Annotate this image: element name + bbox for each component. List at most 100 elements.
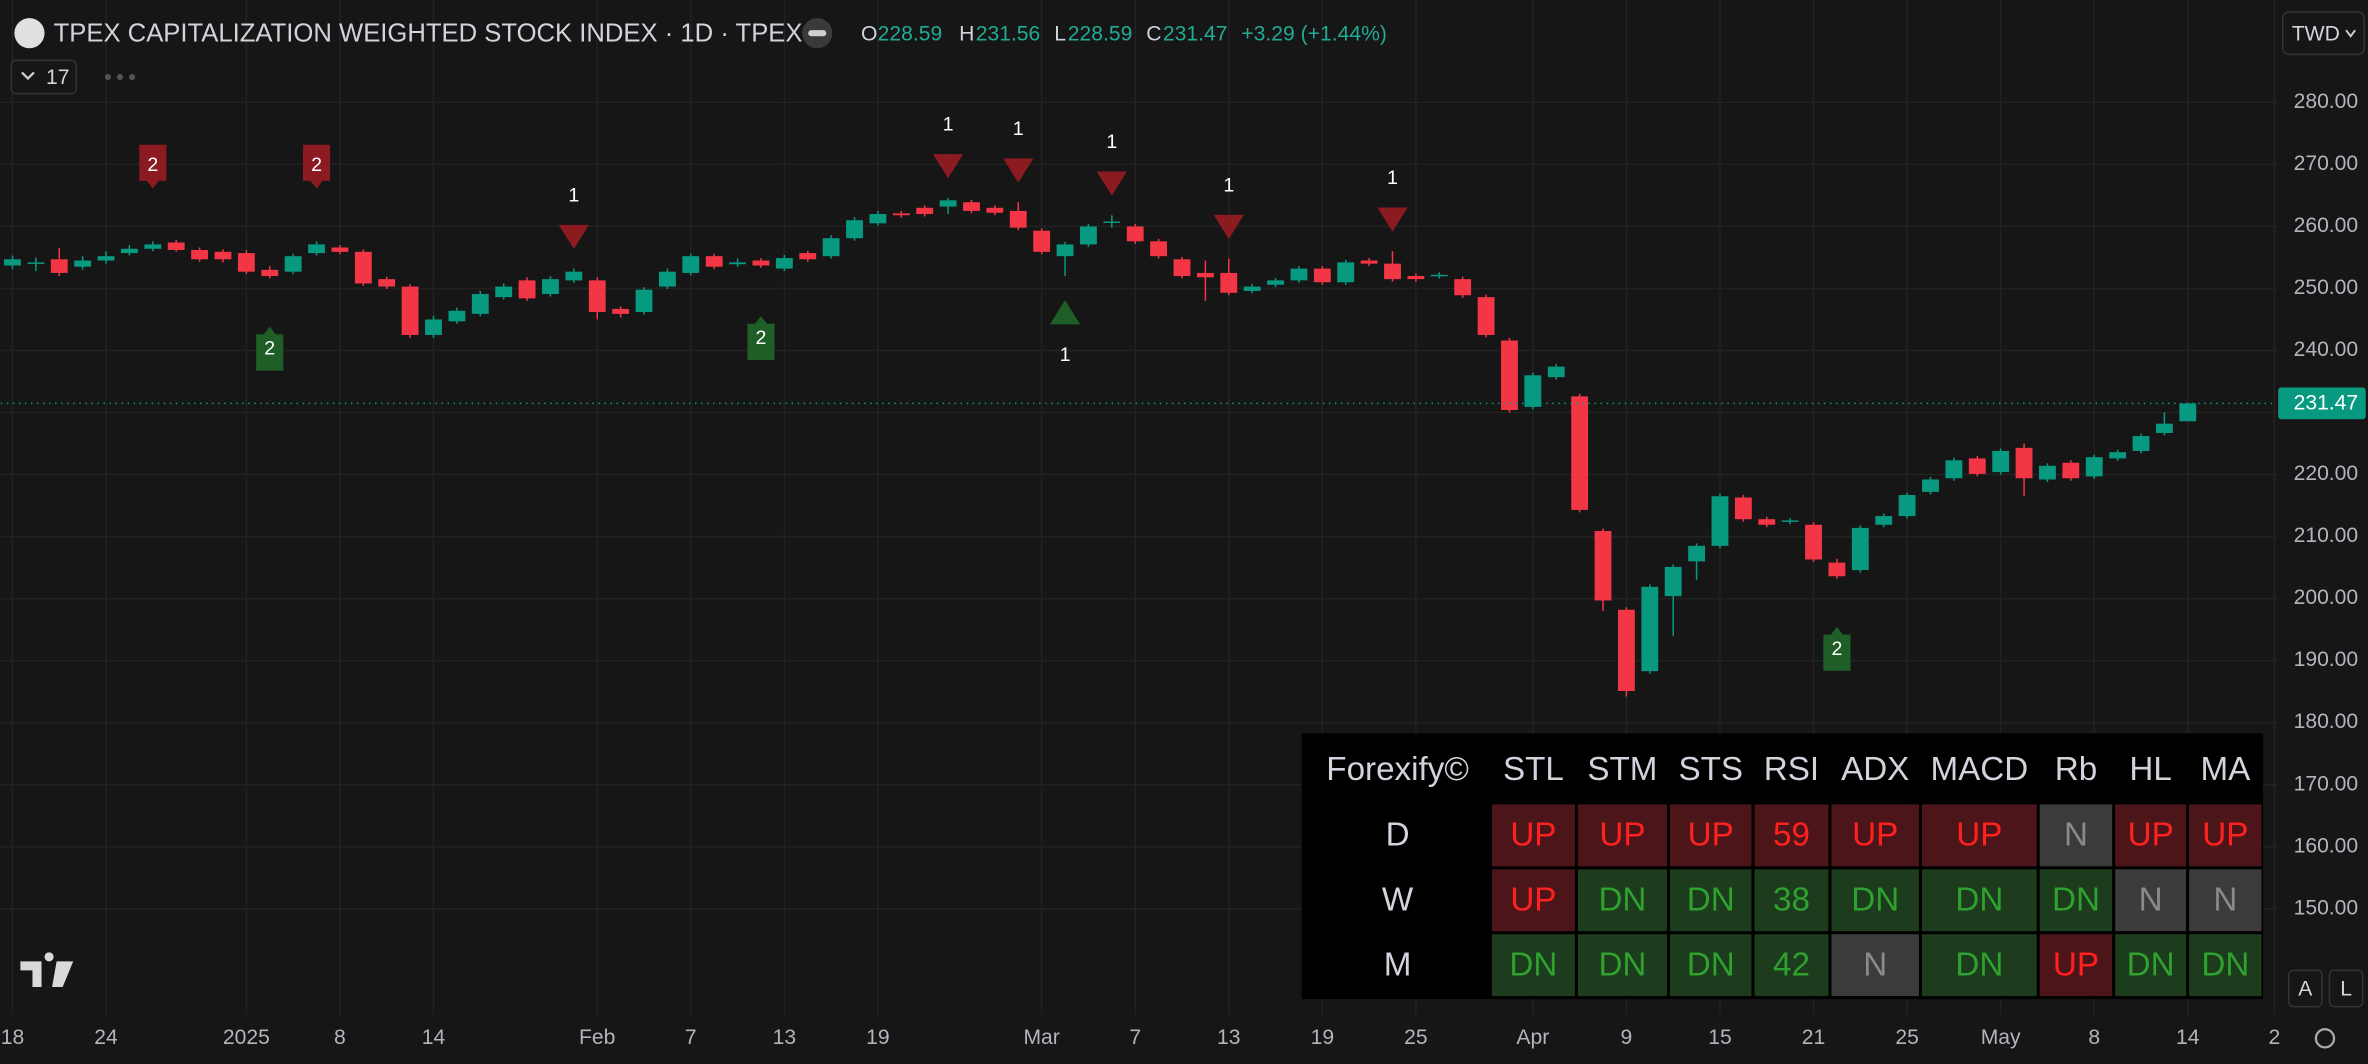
table-cell — [1669, 869, 1752, 932]
candle-body — [284, 256, 302, 272]
x-tick-label: 9 — [1621, 1026, 1633, 1049]
x-tick-label: 25 — [1895, 1026, 1918, 1049]
x-tick-label: 24 — [94, 1026, 118, 1049]
candle-body — [635, 289, 653, 313]
ohlc-value: 228.59 — [878, 22, 943, 45]
y-tick-label: 180.00 — [2294, 710, 2359, 733]
log-button[interactable] — [2328, 969, 2364, 1008]
cell-text: 42 — [1773, 946, 1810, 983]
cell-text: DN — [1851, 882, 1899, 919]
candle-body — [1594, 530, 1612, 601]
candle-body — [1688, 545, 1706, 562]
candle-body — [74, 260, 92, 267]
candle-body — [1150, 241, 1168, 257]
candle-body — [1851, 527, 1869, 571]
candle-body — [1290, 268, 1308, 281]
cell-text: DN — [2127, 946, 2175, 983]
candle-body — [2085, 457, 2103, 477]
indicator-table: Forexify© STL STM STS RSI ADX MACD Rb HL MA D UP UP U… — [1301, 733, 2264, 1000]
candle-body — [1430, 274, 1448, 277]
candle-body — [1243, 286, 1261, 291]
candle-body — [1968, 458, 1986, 474]
candle-body — [752, 260, 770, 266]
candle-body — [448, 310, 466, 322]
candle-body — [542, 279, 559, 295]
candle-body — [1313, 268, 1331, 283]
x-tick-label: 14 — [422, 1026, 446, 1049]
candle-body — [2109, 452, 2127, 459]
collapse-icon — [808, 30, 827, 37]
table-header: Rb — [2055, 751, 2097, 788]
table-cell — [1754, 869, 1829, 932]
candle-body — [354, 251, 372, 284]
table-title: Forexify© — [1326, 751, 1468, 788]
candle-body — [1898, 495, 1916, 517]
candle-body — [588, 280, 606, 313]
x-tick-label: 13 — [1217, 1026, 1240, 1049]
table-cell — [1491, 934, 1575, 997]
candle-body — [986, 207, 1004, 213]
ohlc-value: 231.56 — [976, 22, 1041, 45]
candle-body — [1384, 263, 1401, 280]
candle-body — [1337, 262, 1355, 283]
signal-label: 1 — [1013, 118, 1024, 140]
table-cell — [1922, 869, 2037, 932]
candle-body — [1711, 496, 1729, 546]
candle-body — [1875, 516, 1893, 525]
cell-text: UP — [2128, 817, 2174, 854]
row-label: W — [1382, 882, 1414, 919]
plot: 2 2 2 2 2 1 1 1 1 1 1 1 — [0, 114, 2277, 697]
currency-button[interactable] — [2281, 11, 2365, 56]
cell-text: DN — [1955, 946, 2003, 983]
x-tick-label: 15 — [1708, 1026, 1731, 1049]
candle-body — [1758, 519, 1776, 525]
candle-body — [1009, 210, 1027, 228]
signal-triangle — [1096, 171, 1127, 196]
table-cell — [1669, 804, 1752, 867]
x-tick-label: 2025 — [223, 1026, 270, 1049]
candle-body — [1734, 497, 1752, 520]
currency: TWD — [2292, 22, 2340, 45]
cell-text: UP — [1688, 817, 1734, 854]
candle-body — [1267, 280, 1284, 285]
candle-body — [2179, 403, 2197, 422]
signal-flag — [139, 144, 167, 189]
candle-body — [1781, 520, 1799, 522]
y-tick-label: 220.00 — [2294, 462, 2359, 485]
candle-body — [1103, 221, 1121, 223]
candle-body — [1196, 272, 1214, 278]
signal-triangle — [558, 224, 589, 249]
candle-body — [1828, 562, 1846, 577]
y-tick-label: 280.00 — [2294, 90, 2359, 113]
table-cell — [1754, 804, 1829, 867]
ohlc-label: O — [861, 22, 877, 45]
signal-flag — [747, 316, 775, 361]
settings-icon[interactable] — [2314, 1028, 2336, 1049]
candle-body — [682, 256, 700, 273]
table-cell — [1922, 934, 2037, 997]
x-tick-label: 25 — [1404, 1026, 1427, 1049]
x-tick-label: Mar — [1023, 1026, 1059, 1049]
x-tick-label: 8 — [334, 1026, 346, 1049]
x-tick-label: 18 — [1, 1026, 24, 1049]
table-cell — [2115, 869, 2187, 932]
candle-body — [799, 253, 817, 260]
dot — [104, 73, 111, 80]
candle-body — [2155, 423, 2173, 433]
table-cell — [2115, 804, 2187, 867]
table-cell — [2039, 934, 2113, 997]
auto-button[interactable] — [2287, 969, 2323, 1008]
indicator-toggle[interactable] — [10, 59, 77, 95]
candle-body — [705, 256, 723, 267]
table-cell — [1754, 934, 1829, 997]
table-cell — [1669, 934, 1752, 997]
chevron-icon — [21, 71, 35, 81]
ohlc-label: H — [959, 22, 974, 45]
signal-label: 2 — [147, 154, 158, 176]
table-header: RSI — [1764, 751, 1819, 788]
x-tick-label: 8 — [2088, 1026, 2100, 1049]
candle-body — [658, 271, 676, 287]
cell-text: UP — [2202, 817, 2248, 854]
